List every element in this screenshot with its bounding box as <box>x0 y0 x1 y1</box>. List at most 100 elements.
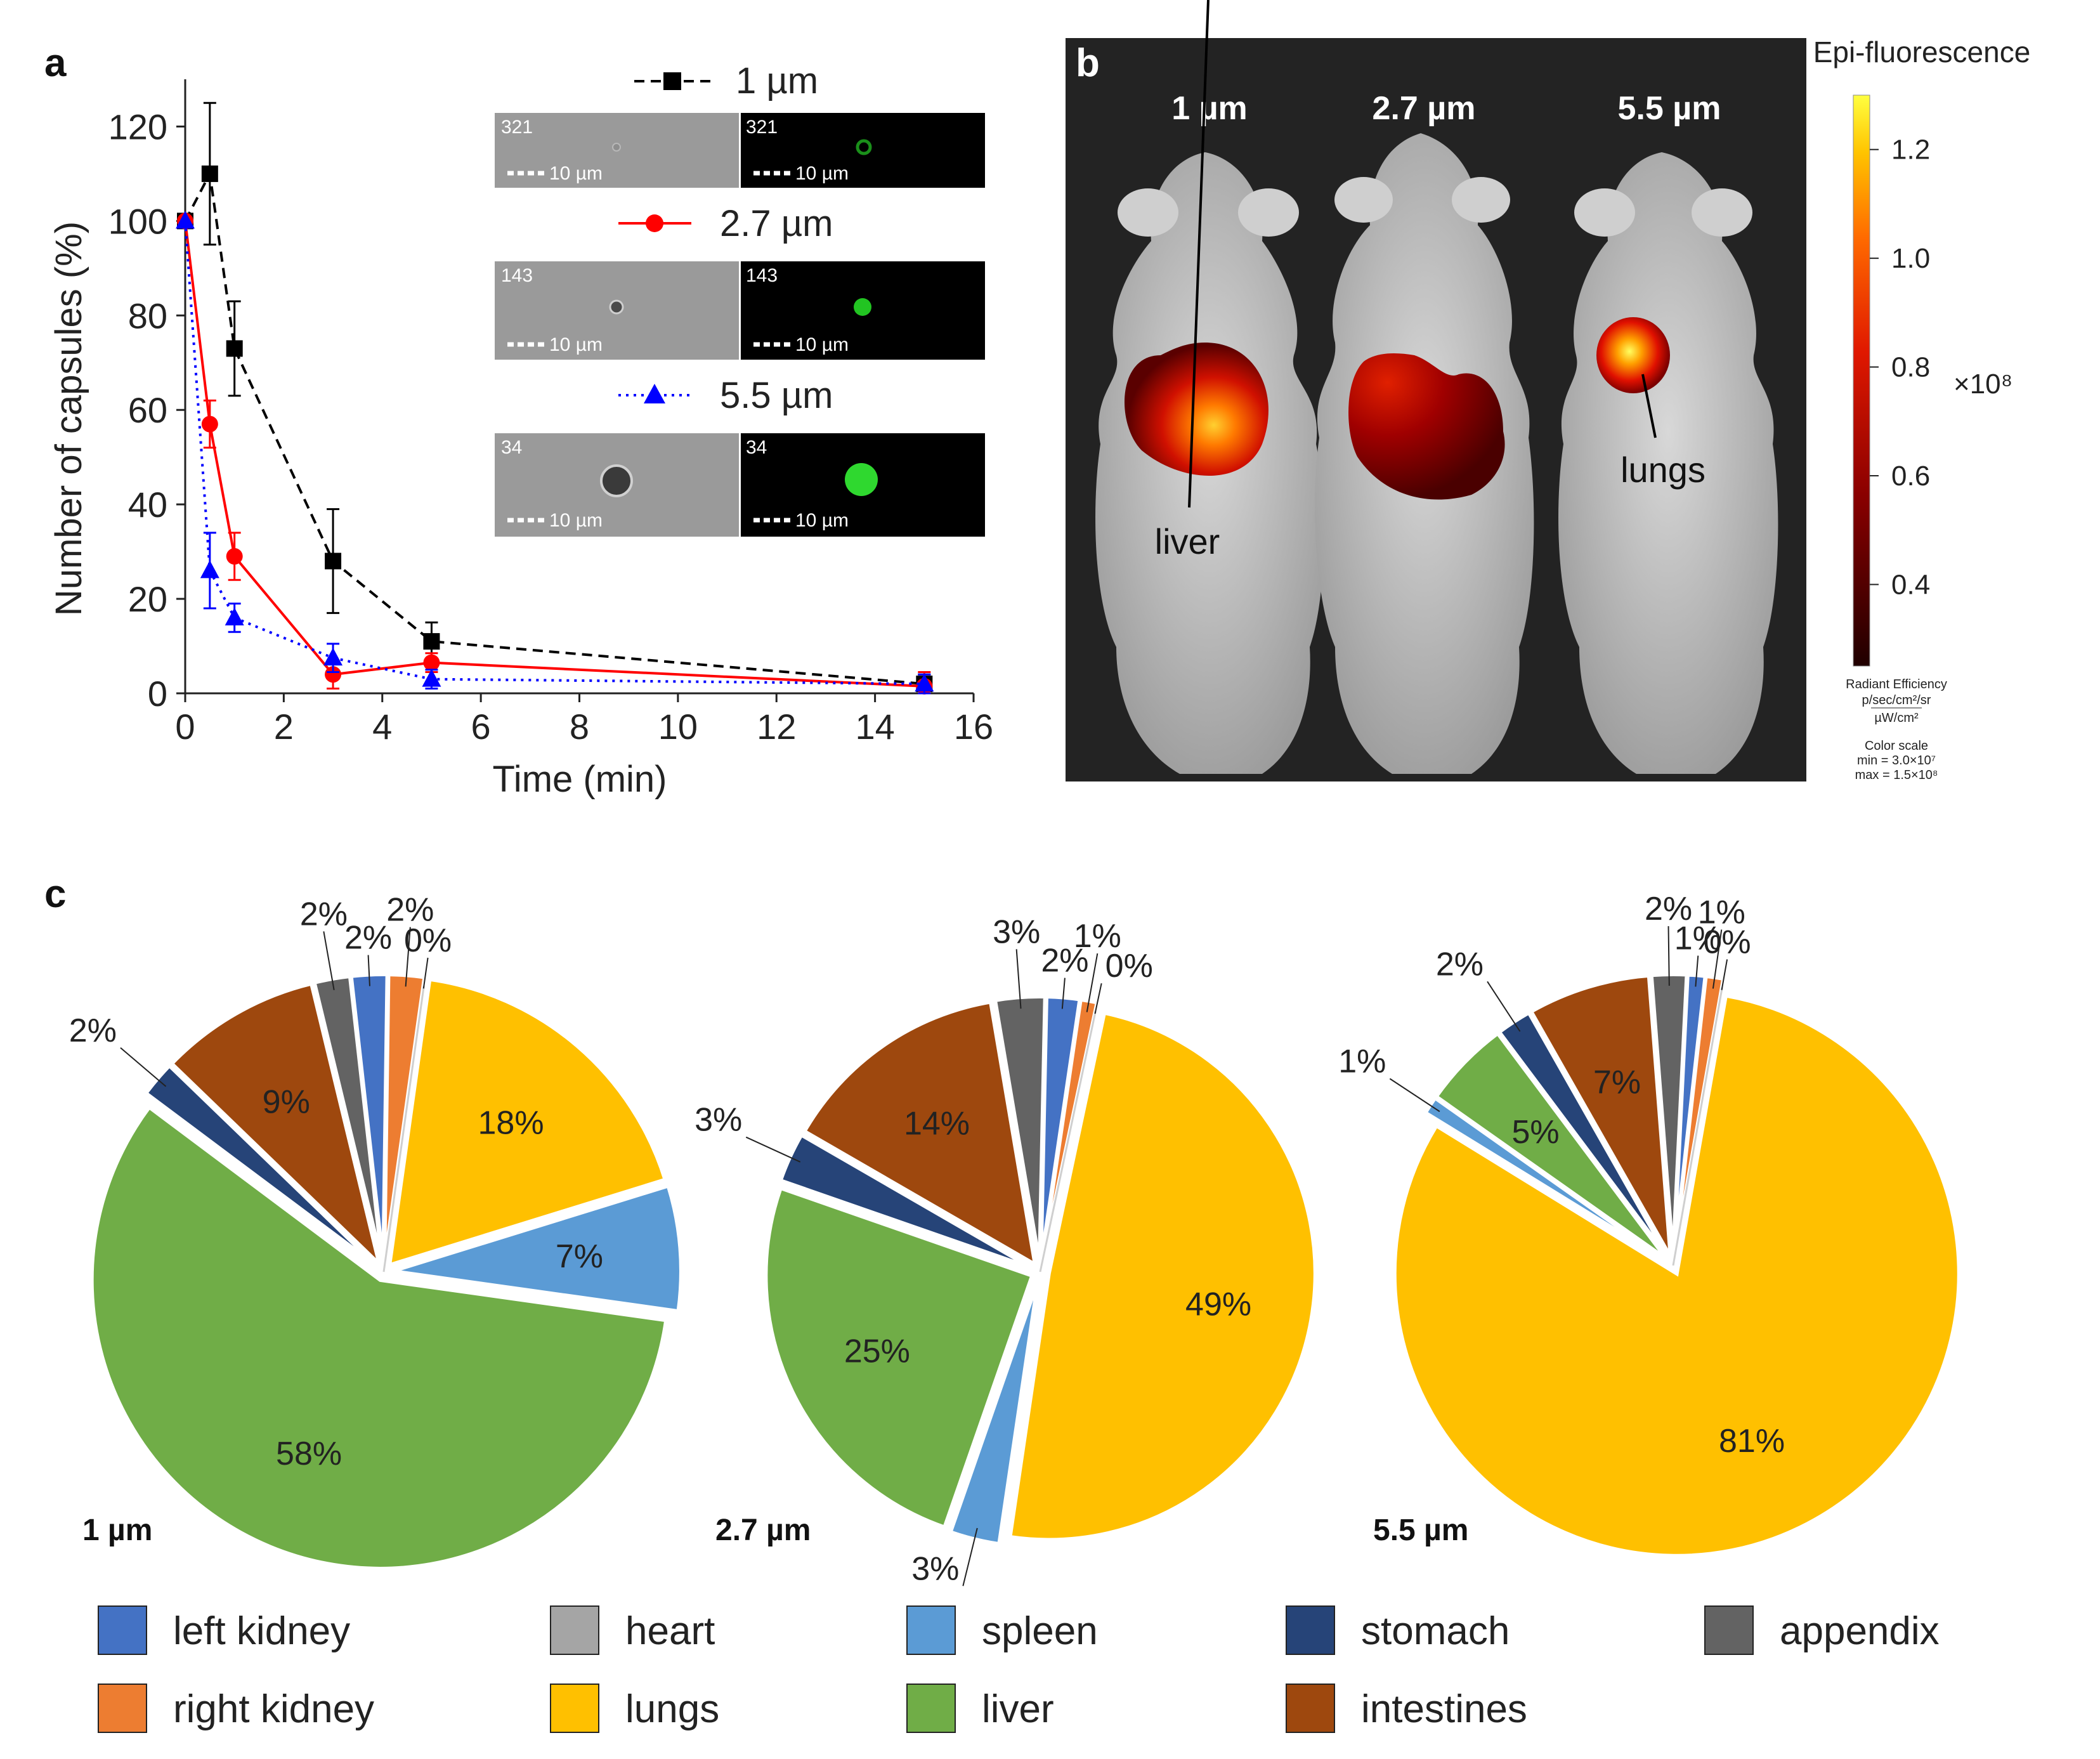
legend-label-spleen: spleen <box>982 1609 1098 1653</box>
pie-label-lungs: 49% <box>1185 1286 1251 1323</box>
legend-marker-5-5um <box>644 384 665 403</box>
capsule-fl-1 <box>856 139 872 155</box>
pie-slice-lungs <box>1392 993 1961 1558</box>
x-tick-label: 2 <box>274 707 294 747</box>
pie-leader-heart <box>1094 983 1102 1014</box>
legend-swatch-left-kidney <box>98 1605 147 1655</box>
pie-leader-right-kidney <box>1712 929 1723 989</box>
inset-count-fl-3: 34 <box>746 437 767 458</box>
x-tick-label: 0 <box>175 707 195 747</box>
legend-label-heart: heart <box>625 1609 715 1653</box>
inset-count-bf-2: 143 <box>501 265 533 286</box>
legend-swatch-intestines <box>1286 1684 1335 1733</box>
pie-leader-spleen <box>962 1527 978 1586</box>
pie-label-lungs: 81% <box>1719 1423 1785 1460</box>
x-tick-label: 12 <box>757 707 796 747</box>
legend-marker-1um <box>663 72 681 90</box>
x-ticks: 0 2 4 6 8 10 12 14 16 <box>175 693 993 747</box>
series-line-1-m <box>184 169 925 686</box>
pie-label-stomach: 2% <box>69 1012 117 1049</box>
pie-title-2: 2.7 µm <box>715 1514 811 1547</box>
panel-label-b: b <box>1076 41 1100 85</box>
point-2-7-m <box>201 415 218 433</box>
mouse-2 <box>1315 133 1534 774</box>
panel-label-a: a <box>44 41 67 85</box>
pie-label-intestines: 9% <box>263 1084 310 1121</box>
series-line-2-7-m <box>184 221 925 688</box>
pie-leader-right-kidney <box>405 927 411 987</box>
inset-fluorescence-1 <box>741 113 985 188</box>
scale-label-bf-3: 10 µm <box>549 510 603 531</box>
scale-label-fl-2: 10 µm <box>795 334 849 355</box>
pie-leader-appendix <box>1015 949 1022 1009</box>
pie-slice-lungs <box>387 977 668 1268</box>
inset-images: 321 10 µm 321 10 µm 143 10 µm 143 10 µm … <box>495 113 985 537</box>
y-tick-label: 40 <box>128 485 167 525</box>
legend-label-2-7um: 2.7 µm <box>720 203 833 244</box>
pie-slice-liver <box>764 1186 1035 1530</box>
legend-label-intestines: intestines <box>1361 1687 1527 1731</box>
legend-swatch-heart <box>550 1605 599 1655</box>
colorbar-ticks: 1.2 1.0 0.8 0.6 0.4 <box>1870 134 1930 600</box>
pie-slice-intestines <box>802 999 1038 1269</box>
colorbar-tick-label: 0.8 <box>1891 352 1930 383</box>
pie-leader-appendix <box>323 931 335 991</box>
colorbar-tick-label: 0.4 <box>1891 569 1930 600</box>
pie-leader-left-kidney <box>1061 978 1066 1009</box>
pie-label-liver: 25% <box>844 1333 910 1370</box>
point-2-7-m <box>423 654 440 671</box>
pie-leader-stomach <box>1487 981 1521 1032</box>
colorbar-title: Epi-fluorescence <box>1813 36 2031 69</box>
pie-label-right-kidney: 1% <box>1074 918 1121 955</box>
pie-leader-heart <box>1721 959 1728 990</box>
y-tick-label: 0 <box>148 674 167 714</box>
pie-label-appendix: 3% <box>993 913 1040 950</box>
pie-charts: 18%7%58%2%9%2%2%2%0%49%3%25%3% 14%3%2%1%0… <box>69 891 1961 1587</box>
x-tick-label: 6 <box>471 707 491 747</box>
pointer-liver <box>1188 0 1210 508</box>
colorbar-scale-title: Color scale <box>1865 739 1928 753</box>
colorbar-gradient <box>1853 95 1870 667</box>
legend-swatch-right-kidney <box>98 1684 147 1733</box>
pie-label-intestines: 14% <box>904 1105 970 1142</box>
capsule-fl-2 <box>854 298 871 316</box>
pie-label-appendix: 2% <box>300 896 348 932</box>
pie-leader-right-kidney <box>1086 953 1099 1012</box>
organ-label-lungs: lungs <box>1621 450 1705 490</box>
capsule-bf-1 <box>612 143 621 152</box>
colorbar-unit-numerator: p/sec/cm²/sr <box>1862 693 1931 707</box>
colorbar: Epi-fluorescence 1.2 1.0 0.8 0.6 0.4 ×10⁸ Ra… <box>1813 36 2031 782</box>
y-ticks: 0 20 40 60 80 100 120 <box>108 107 185 714</box>
pie-label-intestines: 7% <box>1593 1064 1641 1101</box>
pie-leader-stomach <box>745 1136 801 1163</box>
line-chart: Number of capsules (%) Time (min) 0 2 4 6 8 1… <box>48 60 993 800</box>
y-tick-label: 20 <box>128 579 167 619</box>
colorbar-scale-min: min = 3.0×10⁷ <box>1857 754 1936 768</box>
y-tick-label: 80 <box>128 296 167 336</box>
colorbar-scale-max: max = 1.5×10⁸ <box>1855 768 1938 782</box>
pie-label-spleen: 3% <box>911 1550 959 1587</box>
colorbar-unit-denominator: µW/cm² <box>1874 711 1919 725</box>
pie-label-liver: 5% <box>1511 1114 1559 1151</box>
pie-label-left-kidney: 2% <box>1041 943 1088 979</box>
legend-marker-2-7um <box>646 214 663 232</box>
legend-label-right-kidney: right kidney <box>173 1687 374 1731</box>
colorbar-tick-label: 1.0 <box>1891 243 1930 274</box>
capsule-bf-3 <box>600 464 633 497</box>
pie-label-right-kidney: 1% <box>1698 894 1745 931</box>
legend-swatch-liver <box>906 1684 956 1733</box>
point-5-5-m <box>176 211 195 229</box>
pie-label-heart: 0% <box>1105 948 1153 984</box>
pie-slice-heart <box>382 986 425 1272</box>
x-tick-label: 4 <box>372 707 392 747</box>
pie-slice-heart <box>1672 987 1723 1266</box>
point-5-5-m <box>915 674 934 692</box>
pie-label-spleen: 1% <box>1338 1043 1386 1080</box>
colorbar-multiplier: ×10⁸ <box>1953 369 2012 400</box>
scale-label-bf-2: 10 µm <box>549 334 603 355</box>
y-tick-label: 100 <box>108 201 167 241</box>
pie-label-left-kidney: 1% <box>1674 920 1722 957</box>
legend-label-1um: 1 µm <box>736 60 818 101</box>
imaging-panel: b 1 µm 2.7 µm 5.5 µm liver lungs <box>1066 0 1806 781</box>
